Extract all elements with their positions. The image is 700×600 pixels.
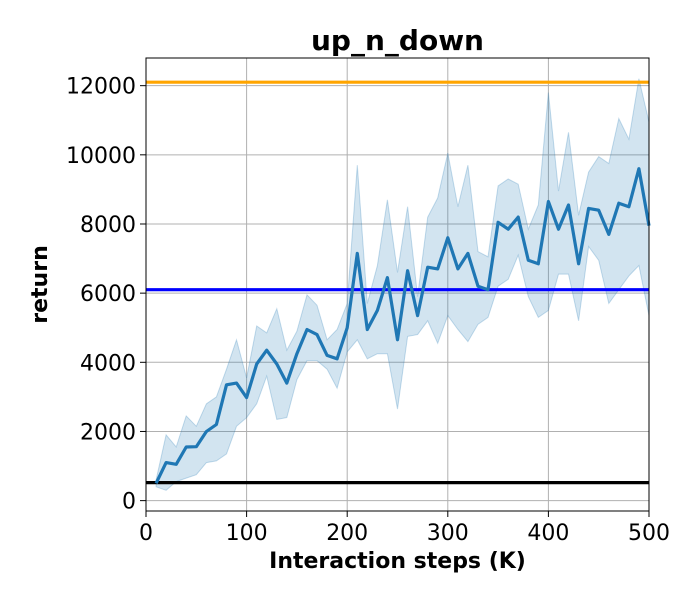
x-tick-label: 0 <box>139 521 153 546</box>
y-axis-label: return <box>28 245 53 323</box>
mean-return-line <box>154 167 651 484</box>
y-tick-label: 12000 <box>66 75 136 100</box>
y-tick-label: 4000 <box>80 351 136 376</box>
reference-lines-layer <box>146 80 649 485</box>
x-tick-label: 300 <box>427 521 469 546</box>
series-line-layer <box>154 167 651 484</box>
y-tick-label: 2000 <box>80 420 136 445</box>
y-tick-label: 10000 <box>66 144 136 169</box>
axis-ticks: 0 100 200 300 400 500 0 2000 4000 6000 8000 10000 12… <box>66 75 670 546</box>
y-tick-label: 0 <box>122 490 136 515</box>
y-tick-label: 6000 <box>80 282 136 307</box>
grid-lines <box>145 58 650 511</box>
x-axis-label: Interaction steps (K) <box>269 549 526 574</box>
plot-frame <box>145 57 650 512</box>
x-tick-label: 100 <box>226 521 268 546</box>
x-tick-label: 400 <box>527 521 569 546</box>
chart-title: up_n_down <box>311 24 484 57</box>
y-tick-label: 8000 <box>80 213 136 238</box>
x-tick-label: 500 <box>628 521 670 546</box>
x-tick-label: 200 <box>326 521 368 546</box>
